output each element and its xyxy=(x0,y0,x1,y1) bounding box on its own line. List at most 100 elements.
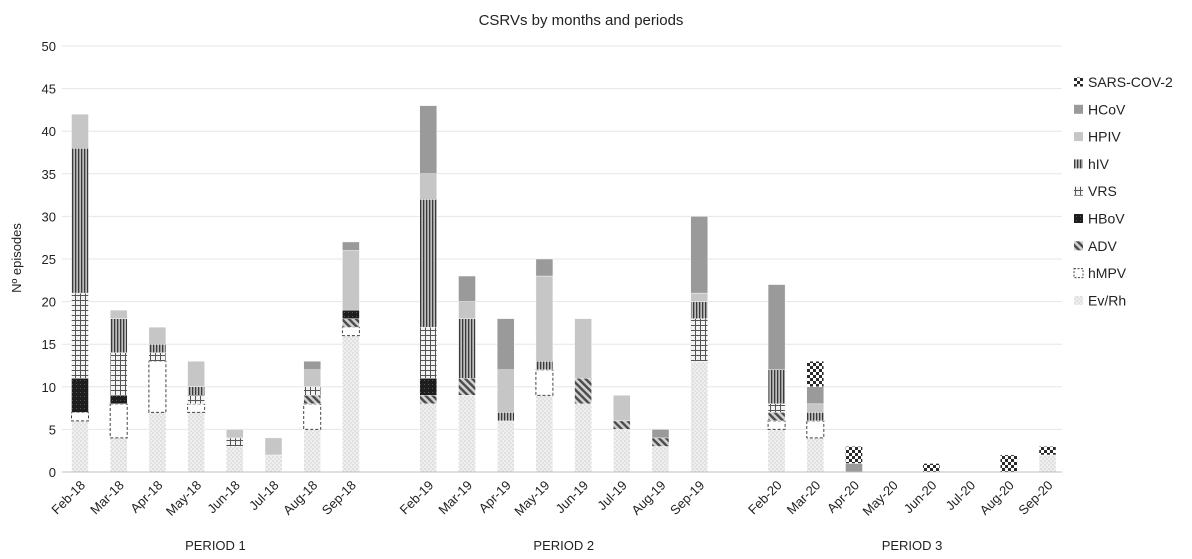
bar-stack xyxy=(1000,454,1018,473)
bar-segment xyxy=(342,309,360,319)
bar-segment xyxy=(419,326,437,379)
bar-segment xyxy=(535,369,554,396)
x-tick-label: Sep-19 xyxy=(667,478,707,518)
bar-segment xyxy=(1038,446,1057,456)
bar-segment xyxy=(187,361,205,387)
bar-segment xyxy=(148,344,167,353)
bar-segment xyxy=(187,386,205,396)
x-tick-label: Apr-18 xyxy=(127,478,165,516)
legend-swatch xyxy=(1074,241,1083,251)
bar-segment xyxy=(497,420,515,473)
bar-segment xyxy=(342,318,360,328)
bar-stack xyxy=(419,105,437,473)
x-tick-label: Aug-20 xyxy=(977,478,1017,518)
bar-segment xyxy=(922,463,941,473)
bar-segment xyxy=(342,250,360,311)
bar-segment xyxy=(806,403,824,413)
y-axis-label: Nº episodes xyxy=(9,223,24,293)
bar-segment xyxy=(419,173,437,200)
bar-segment xyxy=(109,352,128,396)
bar-segment xyxy=(613,420,631,430)
bar-segment xyxy=(458,378,476,396)
bar-segment xyxy=(187,395,205,405)
x-tick-label: Feb-18 xyxy=(48,478,88,518)
bar-stack xyxy=(148,326,167,473)
x-tick-label: Feb-19 xyxy=(397,478,437,518)
bar-segment xyxy=(690,361,708,473)
legend-label: HPIV xyxy=(1088,129,1121,145)
y-tick-label: 35 xyxy=(42,167,56,182)
y-axis-ticks: 0 5 10 15 20 25 30 35 40 45 50 xyxy=(42,39,56,480)
legend-swatch xyxy=(1074,159,1083,169)
bar-stack xyxy=(187,361,206,473)
x-tick-label: Feb-20 xyxy=(745,478,785,518)
bar-segment xyxy=(535,258,554,277)
bar-segment xyxy=(845,446,863,464)
legend-label: HBoV xyxy=(1088,211,1125,227)
bar-segment xyxy=(690,216,708,294)
bar-segment xyxy=(613,395,631,422)
legend-label: Ev/Rh xyxy=(1088,292,1126,308)
bar-stack xyxy=(767,284,786,473)
bar-stack xyxy=(341,241,360,473)
bar-segment xyxy=(71,378,89,413)
bar-segment xyxy=(806,386,824,405)
x-tick-label: Mar-18 xyxy=(87,478,127,518)
bar-segment xyxy=(187,412,205,473)
bar-segment xyxy=(226,446,244,473)
bar-stack xyxy=(458,275,476,473)
bar-segment xyxy=(458,318,476,379)
bar-segment xyxy=(264,437,283,456)
bar-segment xyxy=(845,463,863,473)
bar-segment xyxy=(574,318,592,379)
bar-segment xyxy=(651,437,670,447)
bar-segment xyxy=(419,378,437,396)
legend-label: ADV xyxy=(1088,238,1117,254)
chart-title: CSRVs by months and periods xyxy=(479,12,684,29)
bar-segment xyxy=(767,369,786,405)
legend-swatch xyxy=(1074,295,1083,305)
bar-segment xyxy=(806,412,824,422)
bar-segment xyxy=(303,395,321,405)
bar-segment xyxy=(419,199,437,328)
bar-segment xyxy=(651,446,670,473)
bar-segment xyxy=(109,309,128,319)
y-tick-label: 50 xyxy=(42,39,56,54)
legend-label: hIV xyxy=(1088,156,1110,172)
bar-segment xyxy=(574,378,592,405)
bar-segment xyxy=(303,386,321,396)
bar-segment xyxy=(535,361,554,370)
legend: SARS-COV-2 HCoV HPIV hIV VRS HBoV ADV hMPV Ev/Rh xyxy=(1073,74,1173,308)
period-labels: PERIOD 1 PERIOD 2 PERIOD 3 xyxy=(185,538,942,553)
bar-segment xyxy=(226,429,244,439)
x-tick-label: Jul-19 xyxy=(594,478,630,514)
bar-segment xyxy=(419,395,437,405)
x-tick-label: Jun-20 xyxy=(901,478,940,517)
legend-swatch xyxy=(1074,77,1083,87)
y-tick-label: 40 xyxy=(42,124,56,139)
x-tick-label: Jul-18 xyxy=(246,478,282,514)
bar-segment xyxy=(497,412,515,422)
bar-segment xyxy=(535,395,554,473)
bars xyxy=(71,105,1057,473)
y-tick-label: 15 xyxy=(42,337,56,352)
bar-stack xyxy=(922,463,941,473)
bar-segment xyxy=(690,318,708,362)
x-tick-label: Mar-20 xyxy=(784,478,824,518)
legend-swatch xyxy=(1074,104,1083,114)
bar-stack xyxy=(1038,446,1057,473)
y-tick-label: 0 xyxy=(49,465,56,480)
bar-segment xyxy=(148,352,167,362)
y-tick-label: 45 xyxy=(42,82,56,97)
bar-segment xyxy=(458,395,476,473)
bar-segment xyxy=(342,335,360,473)
legend-label: SARS-COV-2 xyxy=(1088,74,1173,90)
bar-segment xyxy=(109,395,128,405)
bar-stack xyxy=(264,437,283,473)
bar-segment xyxy=(1038,454,1057,473)
bar-segment xyxy=(806,361,824,387)
y-tick-label: 20 xyxy=(42,295,56,310)
legend-label: hMPV xyxy=(1088,265,1127,281)
bar-segment xyxy=(303,403,322,430)
